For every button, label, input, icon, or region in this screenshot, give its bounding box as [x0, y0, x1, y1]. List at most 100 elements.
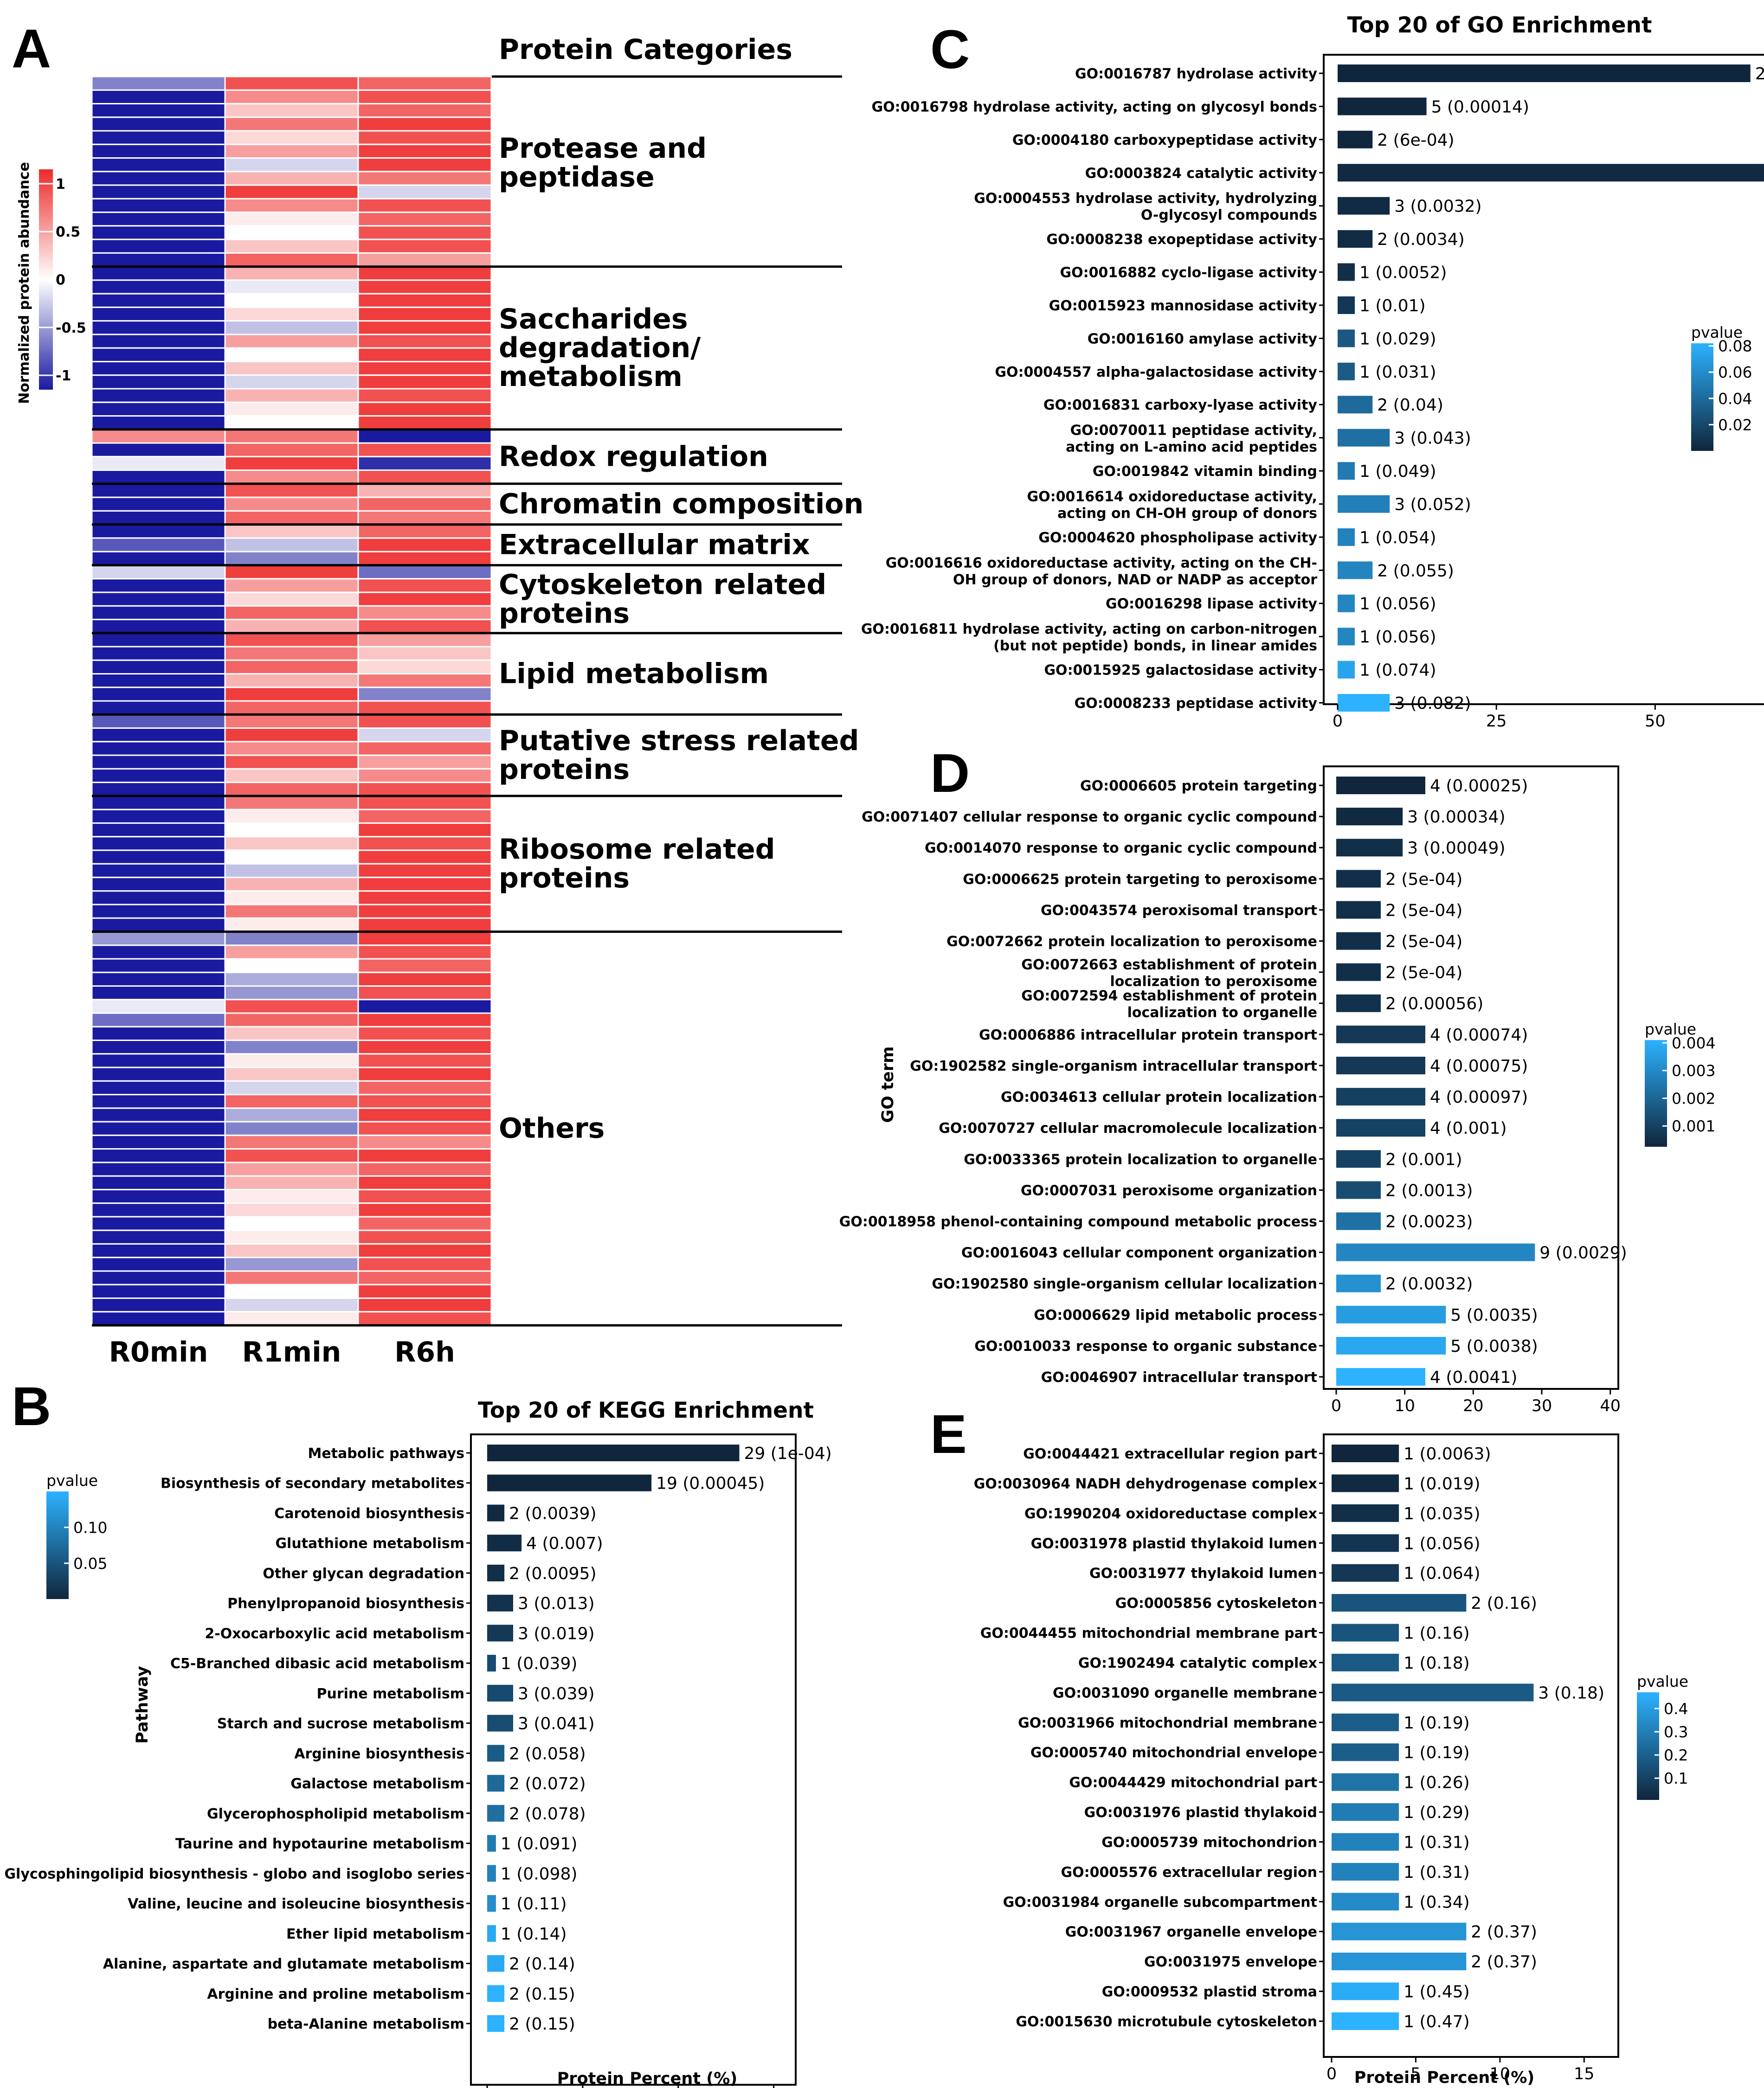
category-label: GO:0016616 oxidoreductase activity, acti… — [886, 555, 1317, 571]
bar — [1336, 1336, 1446, 1355]
heatmap-cell — [91, 1311, 226, 1326]
legend-gradient — [1637, 1692, 1659, 1800]
category-label: peptidase — [499, 161, 655, 193]
heatmap-cell — [224, 1026, 359, 1041]
heatmap-cell — [224, 618, 359, 634]
value-label: 1 (0.074) — [1359, 661, 1436, 680]
category-label: Metabolic pathways — [308, 1446, 464, 1462]
heatmap-colorbar-tick-label: 0 — [56, 272, 65, 289]
heatmap-cell — [357, 1297, 492, 1313]
heatmap-cell — [224, 1066, 359, 1082]
category-label: Biosynthesis of secondary metabolites — [161, 1476, 464, 1492]
heatmap-cell — [91, 1012, 226, 1028]
value-label: 2 (5e-04) — [1385, 870, 1462, 889]
heatmap-cell — [224, 673, 359, 688]
heatmap-cell — [357, 1066, 492, 1082]
category-label: O-glycosyl compounds — [1141, 207, 1317, 224]
chart-title: Top 20 of KEGG Enrichment — [478, 1398, 814, 1423]
heatmap-cell — [224, 1080, 359, 1096]
heatmap-cell — [91, 1026, 226, 1041]
value-label: 1 (0.049) — [1359, 462, 1436, 481]
value-label: 1 (0.18) — [1403, 1654, 1470, 1673]
heatmap-cell — [91, 971, 226, 987]
value-label: 1 (0.19) — [1403, 1714, 1470, 1733]
heatmap-cell — [224, 1189, 359, 1204]
heatmap-cell — [91, 496, 226, 512]
heatmap-column-label: R0min — [109, 1336, 208, 1368]
legend-gradient — [1691, 343, 1713, 451]
bar — [1332, 1982, 1399, 2000]
heatmap-cell — [91, 632, 226, 648]
x-tick-label: 15 — [1574, 2065, 1595, 2083]
bar — [1338, 561, 1373, 579]
heatmap-cell — [224, 741, 359, 756]
heatmap-cell — [357, 320, 492, 335]
value-label: 1 (0.01) — [1359, 296, 1426, 315]
heatmap-cell — [357, 904, 492, 919]
value-label: 2 (0.0032) — [1385, 1275, 1473, 1294]
go-process-bar-chart: GO:0006605 protein targeting 4 (0.00025) G… — [839, 765, 1715, 1415]
value-label: 1 (0.056) — [1359, 628, 1436, 647]
category-label: GO:0031976 plastid thylakoid — [1084, 1805, 1317, 1821]
legend-tick-label: 0.004 — [1672, 1034, 1715, 1052]
heatmap-cell — [224, 971, 359, 987]
value-label: 1 (0.056) — [1403, 1534, 1481, 1553]
category-label: localization to organelle — [1127, 1005, 1317, 1021]
bar — [1338, 130, 1373, 148]
bar — [487, 1474, 652, 1491]
bar — [1336, 1119, 1425, 1137]
category-label: GO:0004553 hydrolase activity, hydrolyzi… — [974, 191, 1317, 207]
heatmap-cell — [357, 1162, 492, 1177]
heatmap-cell — [357, 876, 492, 892]
heatmap-cell — [357, 483, 492, 498]
legend-tick-label: 0.02 — [1718, 416, 1752, 434]
heatmap-cell — [224, 171, 359, 186]
heatmap-cell — [91, 673, 226, 688]
category-label: Valine, leucine and isoleucine biosynthe… — [128, 1896, 464, 1912]
category-label: Purine metabolism — [316, 1686, 464, 1702]
heatmap-cell — [224, 659, 359, 675]
category-label: Glycerophospholipid metabolism — [207, 1806, 464, 1822]
heatmap-cell — [224, 415, 359, 430]
value-label: 19 (0.00045) — [656, 1474, 765, 1493]
category-label: Putative stress related — [499, 725, 859, 757]
heatmap-cell — [91, 1216, 226, 1231]
heatmap-cell — [91, 958, 226, 973]
category-label: GO:0071407 cellular response to organic … — [862, 809, 1317, 825]
legend-tick-label: 0.003 — [1672, 1062, 1715, 1080]
heatmap-cell — [91, 822, 226, 838]
heatmap-cell — [224, 985, 359, 1001]
legend-tick-label: 0.4 — [1664, 1700, 1688, 1718]
heatmap-cell — [224, 999, 359, 1014]
value-label: 3 (0.00049) — [1407, 839, 1505, 858]
heatmap-cell — [357, 1053, 492, 1068]
bar — [1336, 1368, 1425, 1386]
value-label: 2 (0.0034) — [1377, 230, 1464, 249]
heatmap-cell — [357, 143, 492, 159]
heatmap-cell — [357, 890, 492, 906]
heatmap-cell — [224, 713, 359, 729]
category-label: Extracellular matrix — [499, 529, 810, 561]
heatmap-cell — [224, 1311, 359, 1326]
bar — [487, 1775, 505, 1792]
heatmap-cell — [91, 551, 226, 566]
category-label: GO:0006605 protein targeting — [1080, 778, 1317, 794]
category-label: localization to peroxisome — [1110, 974, 1317, 990]
category-label: GO:0046907 intracellular transport — [1041, 1369, 1317, 1386]
category-label: Glutathione metabolism — [275, 1535, 464, 1552]
heatmap-cell — [91, 320, 226, 335]
heatmap-cell — [357, 768, 492, 784]
value-label: 1 (0.29) — [1403, 1803, 1470, 1822]
bar — [1338, 329, 1355, 347]
category-label: GO:0004557 alpha-galactosidase activity — [995, 364, 1317, 380]
category-label: GO:0008233 peptidase activity — [1075, 695, 1318, 712]
heatmap-cell — [91, 917, 226, 932]
heatmap-cell — [357, 469, 492, 485]
bar — [1336, 1274, 1381, 1292]
heatmap-cell — [224, 809, 359, 824]
heatmap-column-label: R1min — [242, 1336, 341, 1368]
heatmap-cell — [357, 849, 492, 865]
heatmap-cell — [224, 89, 359, 105]
heatmap-cell — [357, 89, 492, 105]
bar — [1332, 1534, 1399, 1552]
